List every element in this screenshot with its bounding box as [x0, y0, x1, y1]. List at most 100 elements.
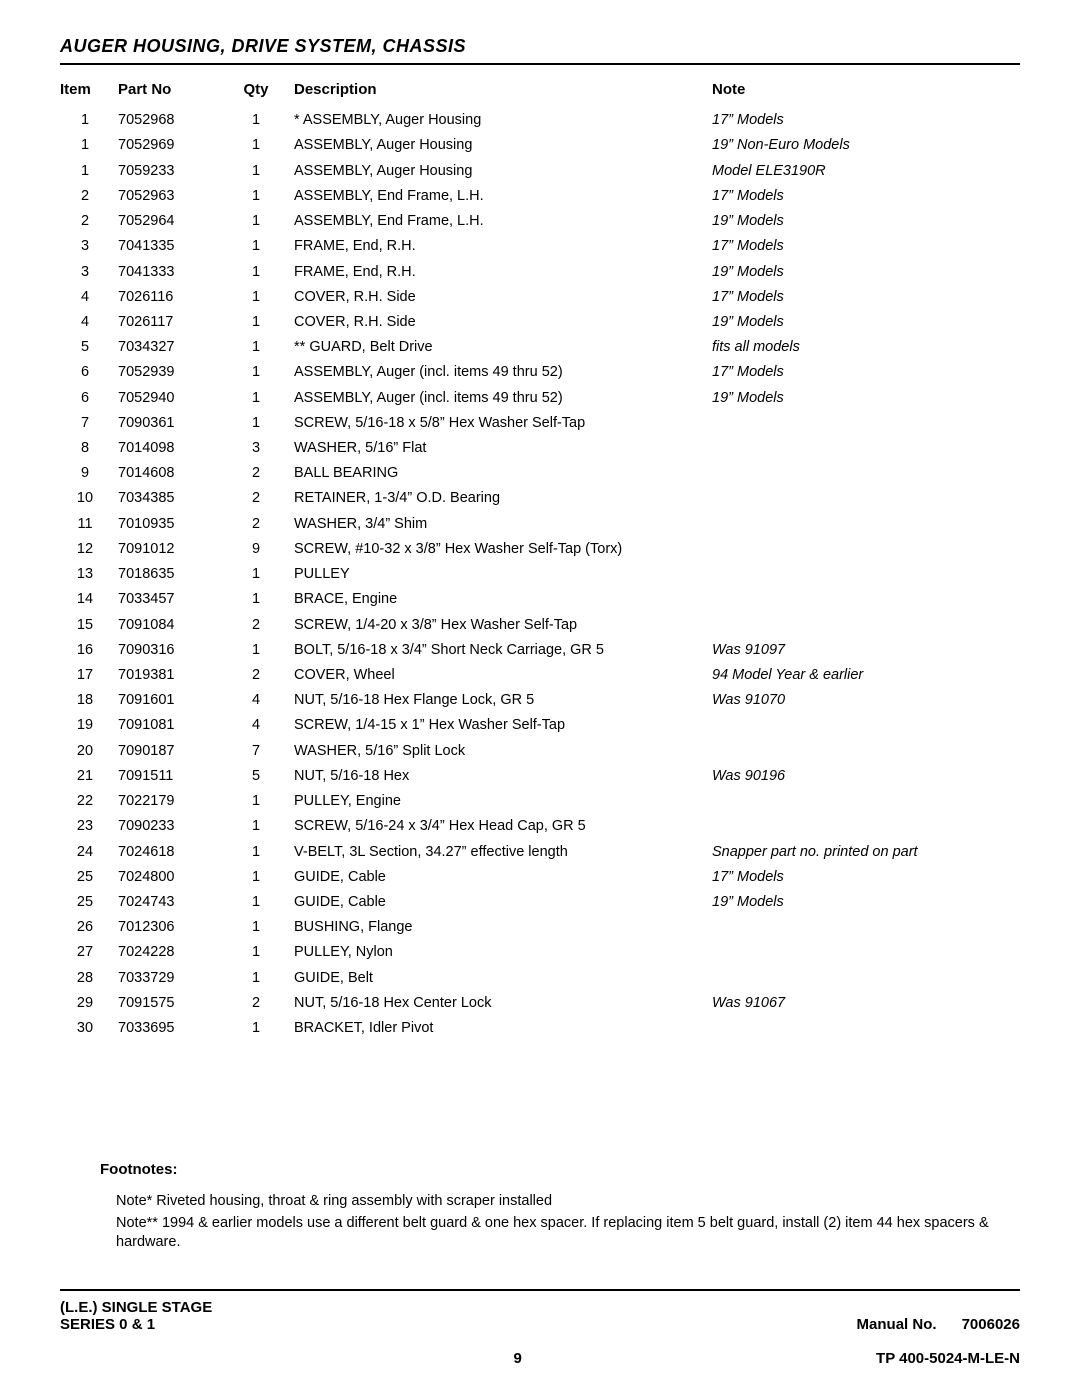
cell-qty: 1: [226, 839, 294, 864]
footer-tp-number: TP 400-5024-M-LE-N: [823, 1350, 1020, 1367]
cell-desc: ASSEMBLY, Auger Housing: [294, 158, 712, 183]
cell-item: 27: [60, 940, 118, 965]
cell-qty: 1: [226, 562, 294, 587]
cell-note: [712, 915, 1020, 940]
cell-item: 22: [60, 789, 118, 814]
footer-manual-label: Manual No.: [857, 1316, 937, 1333]
cell-item: 15: [60, 612, 118, 637]
cell-item: 29: [60, 991, 118, 1016]
cell-part: 7033457: [118, 587, 226, 612]
cell-part: 7041333: [118, 259, 226, 284]
cell-qty: 1: [226, 940, 294, 965]
header-part: Part No: [118, 77, 226, 108]
cell-qty: 4: [226, 713, 294, 738]
cell-desc: FRAME, End, R.H.: [294, 234, 712, 259]
cell-note: [712, 940, 1020, 965]
table-row: 2970915752NUT, 5/16-18 Hex Center LockWa…: [60, 991, 1020, 1016]
cell-qty: 1: [226, 789, 294, 814]
cell-desc: SCREW, 5/16-24 x 3/4” Hex Head Cap, GR 5: [294, 814, 712, 839]
table-row: 2270221791PULLEY, Engine: [60, 789, 1020, 814]
cell-note: 17” Models: [712, 865, 1020, 890]
cell-desc: WASHER, 5/16” Split Lock: [294, 738, 712, 763]
cell-desc: BRACE, Engine: [294, 587, 712, 612]
cell-desc: WASHER, 5/16” Flat: [294, 436, 712, 461]
cell-desc: NUT, 5/16-18 Hex Center Lock: [294, 991, 712, 1016]
cell-part: 7059233: [118, 158, 226, 183]
cell-item: 21: [60, 764, 118, 789]
cell-desc: SCREW, #10-32 x 3/8” Hex Washer Self-Tap…: [294, 537, 712, 562]
cell-item: 26: [60, 915, 118, 940]
cell-note: 17” Models: [712, 184, 1020, 209]
cell-item: 9: [60, 461, 118, 486]
cell-part: 7026117: [118, 310, 226, 335]
table-row: 2670123061BUSHING, Flange: [60, 915, 1020, 940]
table-row: 3070336951BRACKET, Idler Pivot: [60, 1016, 1020, 1041]
cell-qty: 3: [226, 436, 294, 461]
footer-page-number: 9: [514, 1350, 522, 1367]
cell-note: 19” Models: [712, 310, 1020, 335]
cell-item: 10: [60, 486, 118, 511]
cell-desc: NUT, 5/16-18 Hex: [294, 764, 712, 789]
cell-part: 7091084: [118, 612, 226, 637]
table-row: 270529641ASSEMBLY, End Frame, L.H.19” Mo…: [60, 209, 1020, 234]
cell-part: 7052939: [118, 360, 226, 385]
cell-note: Was 91070: [712, 688, 1020, 713]
cell-qty: 1: [226, 360, 294, 385]
cell-desc: COVER, R.H. Side: [294, 310, 712, 335]
cell-note: [712, 411, 1020, 436]
cell-item: 28: [60, 965, 118, 990]
cell-qty: 1: [226, 1016, 294, 1041]
cell-qty: 1: [226, 965, 294, 990]
table-row: 2570248001GUIDE, Cable17” Models: [60, 865, 1020, 890]
cell-qty: 1: [226, 638, 294, 663]
cell-note: [712, 612, 1020, 637]
cell-item: 18: [60, 688, 118, 713]
cell-qty: 1: [226, 310, 294, 335]
cell-note: [712, 562, 1020, 587]
cell-qty: 1: [226, 133, 294, 158]
cell-note: [712, 1016, 1020, 1041]
cell-desc: PULLEY, Engine: [294, 789, 712, 814]
cell-desc: SCREW, 5/16-18 x 5/8” Hex Washer Self-Ta…: [294, 411, 712, 436]
cell-item: 30: [60, 1016, 118, 1041]
cell-note: Was 90196: [712, 764, 1020, 789]
cell-part: 7024618: [118, 839, 226, 864]
cell-item: 19: [60, 713, 118, 738]
cell-note: 94 Model Year & earlier: [712, 663, 1020, 688]
header-qty: Qty: [226, 77, 294, 108]
table-row: 1570910842SCREW, 1/4-20 x 3/8” Hex Washe…: [60, 612, 1020, 637]
cell-item: 14: [60, 587, 118, 612]
table-row: 1470334571BRACE, Engine: [60, 587, 1020, 612]
cell-qty: 2: [226, 461, 294, 486]
footer-gap: [937, 1316, 962, 1333]
cell-note: 19” Models: [712, 890, 1020, 915]
cell-part: 7091575: [118, 991, 226, 1016]
cell-desc: BOLT, 5/16-18 x 3/4” Short Neck Carriage…: [294, 638, 712, 663]
cell-item: 25: [60, 890, 118, 915]
cell-desc: PULLEY: [294, 562, 712, 587]
table-row: 170529681* ASSEMBLY, Auger Housing17” Mo…: [60, 108, 1020, 133]
cell-qty: 2: [226, 512, 294, 537]
section-title: AUGER HOUSING, DRIVE SYSTEM, CHASSIS: [60, 36, 1020, 65]
cell-qty: 1: [226, 385, 294, 410]
cell-desc: V-BELT, 3L Section, 34.27” effective len…: [294, 839, 712, 864]
cell-note: 17” Models: [712, 234, 1020, 259]
cell-part: 7010935: [118, 512, 226, 537]
table-row: 1970910814SCREW, 1/4-15 x 1” Hex Washer …: [60, 713, 1020, 738]
table-row: 2170915115NUT, 5/16-18 HexWas 90196: [60, 764, 1020, 789]
header-item: Item: [60, 77, 118, 108]
cell-note: [712, 537, 1020, 562]
cell-item: 16: [60, 638, 118, 663]
cell-part: 7091601: [118, 688, 226, 713]
cell-item: 24: [60, 839, 118, 864]
cell-note: [712, 436, 1020, 461]
cell-qty: 1: [226, 259, 294, 284]
footnotes-heading: Footnotes:: [100, 1161, 1020, 1178]
cell-item: 1: [60, 108, 118, 133]
cell-note: 19” Models: [712, 385, 1020, 410]
cell-part: 7024800: [118, 865, 226, 890]
cell-qty: 1: [226, 865, 294, 890]
table-row: 170529691ASSEMBLY, Auger Housing19” Non-…: [60, 133, 1020, 158]
cell-desc: COVER, R.H. Side: [294, 285, 712, 310]
footer-left-line1: (L.E.) SINGLE STAGE: [60, 1299, 212, 1316]
